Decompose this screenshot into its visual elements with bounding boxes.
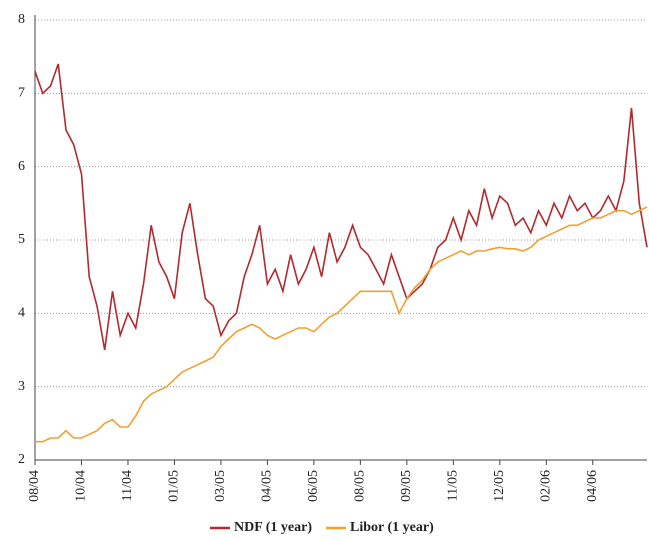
y-tick-label: 5 <box>18 232 25 247</box>
x-tick-label: 12/05 <box>492 470 507 502</box>
x-tick-label: 08/04 <box>27 470 42 502</box>
y-tick-label: 2 <box>18 452 25 467</box>
legend-label: NDF (1 year) <box>234 520 312 535</box>
y-tick-label: 6 <box>18 159 25 174</box>
legend: NDF (1 year) Libor (1 year) <box>210 520 434 535</box>
y-tick-label: 3 <box>18 379 25 394</box>
y-tick-label: 7 <box>18 86 25 101</box>
series-line <box>34 63 648 351</box>
x-tick-label: 01/05 <box>167 470 182 502</box>
y-tick-label: 8 <box>18 12 25 27</box>
y-tick-label: 4 <box>18 306 25 321</box>
legend-label: Libor (1 year) <box>350 520 434 535</box>
x-tick-label: 02/06 <box>539 470 554 502</box>
series-line <box>35 206 648 443</box>
x-tick-label: 09/05 <box>399 470 414 502</box>
x-tick-label: 11/05 <box>446 470 461 501</box>
x-tick-label: 10/04 <box>74 470 89 502</box>
x-tick-label: 04/05 <box>260 470 275 502</box>
x-tick-label: 11/04 <box>120 470 135 501</box>
x-tick-label: 03/05 <box>213 470 228 502</box>
x-tick-label: 06/05 <box>306 470 321 502</box>
x-tick-label: 08/05 <box>353 470 368 502</box>
x-tick-label: 04/06 <box>585 470 600 502</box>
